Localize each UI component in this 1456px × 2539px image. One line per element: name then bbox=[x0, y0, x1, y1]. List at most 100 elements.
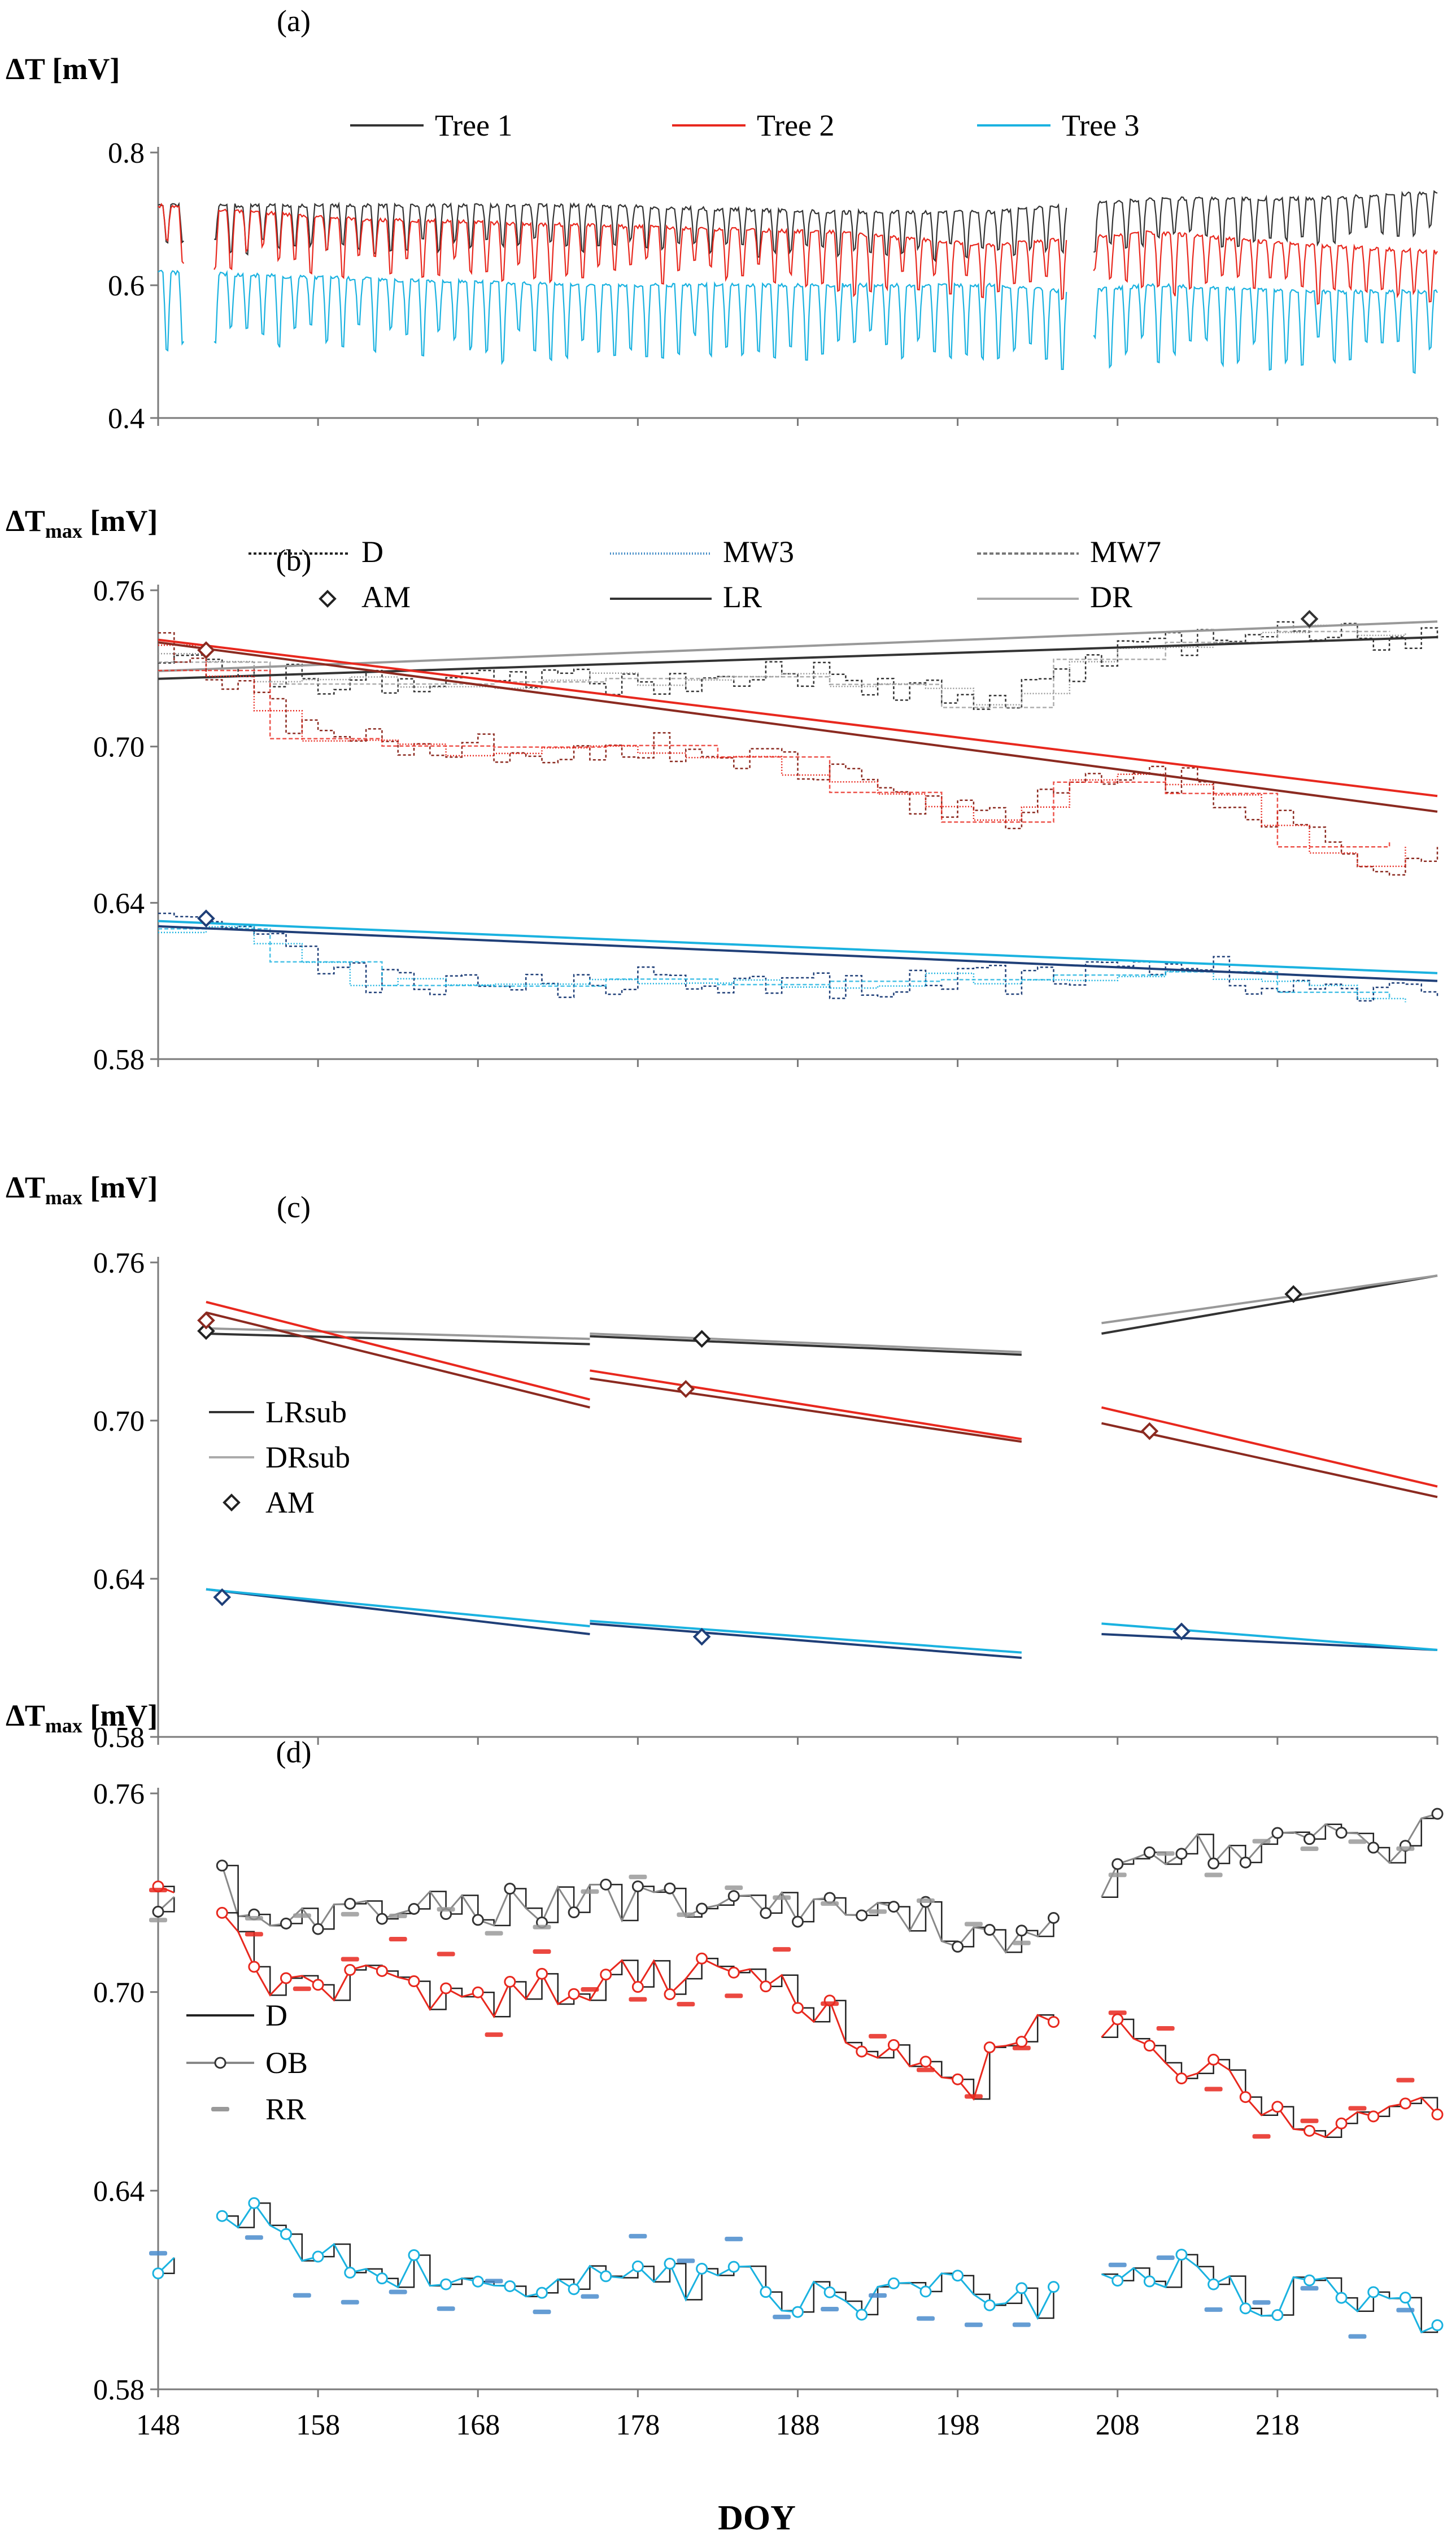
ob-marker bbox=[440, 1982, 452, 1994]
rr-marker bbox=[1012, 2045, 1031, 2050]
rr-marker bbox=[1108, 2010, 1127, 2015]
ob-marker bbox=[887, 2277, 900, 2289]
rr-marker bbox=[389, 1937, 407, 1942]
series-drsub-line bbox=[206, 1588, 590, 1627]
rr-marker bbox=[533, 1949, 551, 1954]
ob-marker bbox=[952, 2073, 964, 2085]
rr-marker bbox=[293, 1913, 311, 1918]
rr-marker bbox=[917, 1898, 935, 1903]
panel-a-chart: 0.4 0.6 0.8 ΔT [mV] (a) Tree 1 Tree 2 Tree 3 bbox=[6, 4, 1438, 435]
ob-marker bbox=[696, 1952, 708, 1965]
ob-marker bbox=[792, 2306, 804, 2318]
ob-marker bbox=[152, 2267, 164, 2280]
rr-marker bbox=[964, 1922, 983, 1927]
panel-label: (a) bbox=[277, 4, 311, 38]
rr-marker bbox=[677, 1912, 695, 1917]
rr-marker bbox=[1396, 2307, 1415, 2312]
am-marker bbox=[197, 909, 215, 927]
am-marker bbox=[692, 1627, 711, 1646]
series-lrsub-line bbox=[590, 1622, 1022, 1659]
ob-marker bbox=[1335, 2292, 1348, 2304]
rr-marker bbox=[725, 2236, 743, 2241]
ob-marker bbox=[1015, 2282, 1028, 2294]
panel-b-chart: 0.58 0.64 0.70 0.76 ΔTmax [mV] (b) D MW3 MW7 AM LR… bbox=[6, 504, 1438, 1076]
ob-marker bbox=[1175, 1848, 1188, 1860]
legend-label: LR bbox=[723, 580, 762, 614]
panel-c-chart: 0.58 0.64 0.70 0.76 ΔTmax [mV] (c) LRsub DRsub A… bbox=[6, 1170, 1438, 1754]
x-tick-label: 208 bbox=[1096, 2409, 1140, 2441]
ob-marker bbox=[1175, 2249, 1188, 2261]
series-drsub-line bbox=[1101, 1622, 1438, 1651]
ob-marker bbox=[568, 1906, 580, 1919]
ob-marker bbox=[1304, 2274, 1315, 2287]
am-marker bbox=[677, 1380, 695, 1398]
series-mw7-step bbox=[158, 669, 1390, 848]
ob-marker bbox=[1304, 1833, 1315, 1845]
ob-marker bbox=[216, 1859, 228, 1872]
panel-label: (c) bbox=[277, 1190, 311, 1224]
ob-marker bbox=[344, 2266, 356, 2279]
legend-label: AM bbox=[361, 580, 411, 614]
y-tick-label: 0.70 bbox=[93, 1977, 145, 2009]
am-marker bbox=[213, 1588, 232, 1606]
rr-marker bbox=[964, 2094, 983, 2099]
rr-marker bbox=[389, 2289, 407, 2294]
series-d-step bbox=[158, 632, 1438, 876]
legend-label: OB bbox=[265, 2046, 308, 2080]
series-drsub-line bbox=[590, 1332, 1022, 1353]
ob-marker bbox=[1048, 2016, 1060, 2028]
ob-marker bbox=[536, 1967, 548, 1980]
ob-marker bbox=[312, 1923, 324, 1935]
rr-marker bbox=[293, 2293, 311, 2298]
series-dr-line bbox=[158, 620, 1438, 672]
rr-marker bbox=[1252, 1839, 1271, 1844]
rr-marker bbox=[581, 1889, 599, 1894]
rr-marker bbox=[341, 1957, 359, 1962]
ob-marker bbox=[664, 2258, 676, 2270]
ob-marker bbox=[504, 1883, 516, 1895]
legend-am-marker bbox=[223, 1493, 241, 1512]
ob-marker bbox=[600, 2270, 612, 2283]
ob-marker bbox=[1399, 2292, 1411, 2304]
series-lrsub-line bbox=[1101, 1422, 1438, 1499]
ob-marker bbox=[1048, 2281, 1060, 2293]
series-drsub-line bbox=[1101, 1274, 1438, 1325]
ob-marker bbox=[216, 2210, 228, 2222]
rr-marker bbox=[677, 2002, 695, 2007]
panel-label: (d) bbox=[276, 1735, 312, 1769]
ob-marker bbox=[248, 2197, 260, 2209]
ob-marker bbox=[504, 1976, 516, 1988]
rr-marker bbox=[149, 1888, 167, 1893]
ob-marker bbox=[1111, 2275, 1124, 2287]
ob-marker bbox=[1431, 1808, 1444, 1820]
legend: D MW3 MW7 AM LR DR bbox=[249, 535, 1161, 614]
ob-marker bbox=[1048, 1911, 1060, 1924]
rr-marker bbox=[341, 1911, 359, 1917]
rr-marker bbox=[581, 1987, 599, 1992]
ob-marker bbox=[1207, 1857, 1220, 1870]
rr-marker bbox=[725, 1993, 743, 1998]
legend-label: Tree 3 bbox=[1062, 108, 1140, 142]
ob-marker bbox=[312, 1979, 324, 1991]
y-tick-label: 0.8 bbox=[108, 137, 145, 169]
ob-marker bbox=[1239, 1856, 1252, 1869]
series-drsub-line bbox=[206, 1327, 590, 1340]
ob-marker bbox=[983, 2041, 996, 2054]
rr-marker bbox=[485, 2279, 503, 2284]
ob-marker bbox=[983, 2299, 996, 2311]
rr-marker bbox=[1204, 1872, 1223, 1878]
ob-marker bbox=[1143, 2040, 1156, 2052]
legend-label: LRsub bbox=[265, 1395, 347, 1429]
ob-marker bbox=[408, 1903, 420, 1915]
ob-marker bbox=[631, 1880, 644, 1893]
legend-label: DR bbox=[1090, 580, 1132, 614]
ob-marker bbox=[1239, 2302, 1252, 2315]
rr-marker bbox=[1012, 2322, 1031, 2327]
rr-marker bbox=[773, 1947, 791, 1952]
rr-marker bbox=[581, 2294, 599, 2299]
ob-marker bbox=[760, 1980, 772, 1993]
series-drsub-line bbox=[590, 1369, 1022, 1440]
series-mw3-step bbox=[158, 644, 1406, 867]
x-tick-label: 168 bbox=[456, 2409, 500, 2441]
am-marker bbox=[1300, 609, 1319, 628]
